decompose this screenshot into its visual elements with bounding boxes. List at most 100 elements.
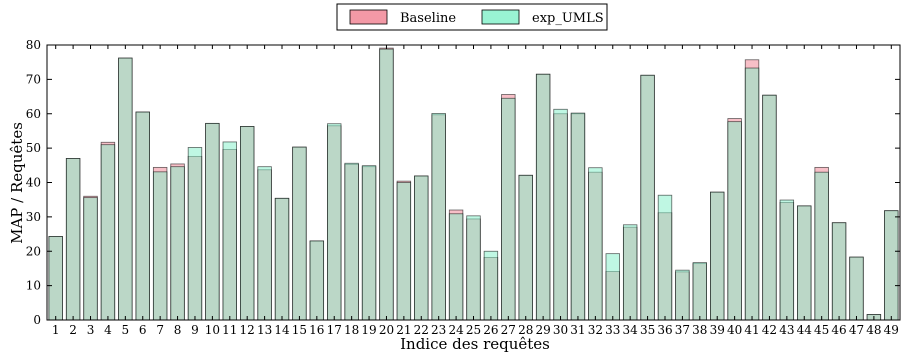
bar: [710, 191, 725, 321]
bar: [518, 174, 533, 321]
y-tick-label: 10: [26, 279, 41, 293]
x-tick-label: 35: [640, 323, 655, 337]
bar: [187, 147, 203, 321]
bar: [448, 213, 464, 321]
bar: [779, 199, 795, 321]
bar: [692, 262, 708, 321]
x-tick-label: 42: [762, 323, 777, 337]
x-tick-label: 23: [431, 323, 446, 337]
x-tick-label: 36: [657, 323, 672, 337]
bar: [831, 222, 847, 321]
y-tick-label: 30: [26, 210, 41, 224]
x-tick-label: 9: [191, 323, 199, 337]
legend: Baseline exp_UMLS: [336, 3, 608, 31]
bar: [239, 126, 255, 321]
bar: [553, 108, 568, 321]
x-tick-label: 33: [605, 323, 620, 337]
x-tick-label: 18: [344, 323, 359, 337]
series-exp-umls: [48, 48, 899, 321]
x-tick-label: 44: [797, 323, 813, 337]
x-tick-label: 16: [309, 323, 324, 337]
bar: [483, 250, 499, 321]
bar: [257, 166, 272, 321]
bar: [657, 194, 673, 321]
x-axis-label: Indice des requêtes: [400, 335, 550, 353]
x-tick-label: 40: [727, 323, 742, 337]
bar: [152, 171, 168, 321]
y-tick-label: 80: [26, 38, 41, 52]
x-tick-label: 17: [327, 323, 342, 337]
bar: [466, 215, 481, 321]
x-tick-label: 37: [675, 323, 690, 337]
x-tick-label: 47: [849, 323, 864, 337]
bar: [379, 48, 394, 321]
bar: [762, 94, 777, 321]
x-tick-label: 41: [744, 323, 759, 337]
y-tick-label: 60: [26, 107, 41, 121]
x-tick-label: 27: [501, 323, 516, 337]
x-tick-label: 7: [156, 323, 164, 337]
bar: [414, 175, 429, 321]
x-tick-label: 5: [122, 323, 130, 337]
x-tick-label: 21: [396, 323, 411, 337]
x-tick-label: 32: [588, 323, 603, 337]
x-tick-label: 22: [414, 323, 429, 337]
bar: [727, 121, 742, 321]
bar: [744, 67, 760, 321]
bar: [884, 210, 899, 321]
bar: [605, 253, 620, 321]
x-tick-label: 1: [52, 323, 60, 337]
x-tick-label: 26: [483, 323, 498, 337]
x-tick-label: 3: [87, 323, 95, 337]
bar: [118, 57, 133, 321]
x-tick-label: 25: [466, 323, 481, 337]
bar: [135, 111, 150, 321]
x-tick-label: 6: [139, 323, 147, 337]
bar: [205, 122, 220, 321]
y-tick-label: 40: [26, 176, 41, 190]
x-tick-label: 12: [240, 323, 255, 337]
x-tick-label: 48: [866, 323, 881, 337]
bar: [309, 240, 325, 321]
bar: [65, 158, 81, 321]
bar: [274, 197, 290, 321]
bar: [83, 197, 98, 321]
x-tick-label: 10: [205, 323, 220, 337]
bar: [396, 182, 412, 321]
x-tick-label: 4: [104, 323, 112, 337]
bar: [292, 146, 307, 321]
legend-label-exp-umls: exp_UMLS: [532, 11, 604, 26]
bar: [100, 144, 116, 321]
legend-swatch-exp-umls: [481, 9, 520, 25]
y-tick-label: 0: [33, 313, 41, 327]
bar: [48, 236, 63, 321]
y-tick-label: 20: [26, 244, 41, 258]
y-tick-label: 50: [26, 141, 41, 155]
bar: [170, 166, 185, 321]
x-tick-label: 15: [292, 323, 307, 337]
x-tick-label: 31: [570, 323, 585, 337]
x-tick-label: 30: [553, 323, 568, 337]
bar: [535, 73, 551, 321]
bar: [849, 256, 864, 321]
x-tick-label: 46: [831, 323, 846, 337]
x-tick-label: 43: [779, 323, 794, 337]
bar: [344, 162, 359, 321]
bar: [588, 167, 603, 321]
legend-swatch-baseline: [349, 9, 388, 25]
x-tick-label: 13: [257, 323, 272, 337]
bar: [640, 74, 655, 321]
x-tick-label: 45: [814, 323, 829, 337]
x-tick-label: 28: [518, 323, 533, 337]
y-tick-label: 70: [26, 72, 41, 86]
bar: [361, 165, 377, 321]
x-tick-label: 8: [174, 323, 182, 337]
x-tick-label: 39: [710, 323, 725, 337]
bar: [327, 123, 342, 321]
bar: [622, 224, 638, 321]
bar: [675, 269, 690, 321]
x-tick-label: 14: [274, 323, 290, 337]
bar: [222, 141, 237, 321]
